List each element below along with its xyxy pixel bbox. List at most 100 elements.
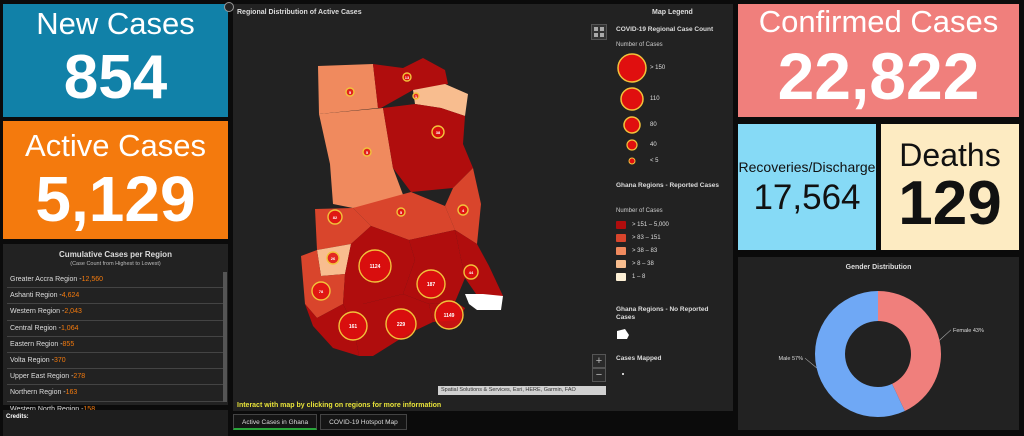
case-bubble[interactable] bbox=[385, 308, 417, 340]
legend-reported-label: > 83 – 151 bbox=[632, 234, 661, 241]
donut-slice-male[interactable] bbox=[815, 291, 905, 417]
zoom-out-button[interactable]: − bbox=[592, 368, 606, 382]
region-row[interactable]: Western Region - 2,043 bbox=[7, 304, 223, 321]
case-bubble[interactable] bbox=[412, 92, 420, 100]
region-count: 158 bbox=[83, 406, 95, 413]
active-cases-tile: Active Cases 5,129 bbox=[3, 121, 228, 239]
confirmed-cases-label: Confirmed Cases bbox=[758, 4, 999, 39]
legend-mapped-marker bbox=[622, 373, 624, 375]
legend-bubble-80 bbox=[623, 116, 641, 134]
region-name: Ashanti Region - bbox=[10, 292, 62, 300]
map-panel[interactable] bbox=[233, 4, 733, 411]
legend-count-item: > 150 bbox=[650, 65, 666, 71]
tab-active-cases[interactable]: Active Cases in Ghana bbox=[233, 414, 318, 430]
case-bubble[interactable] bbox=[416, 269, 446, 299]
zoom-in-button[interactable]: + bbox=[592, 354, 606, 368]
donut-leader-line bbox=[939, 329, 952, 341]
region-list: Greater Accra Region - 12,560 Ashanti Reg… bbox=[7, 272, 223, 418]
donut-slice-female[interactable] bbox=[878, 291, 941, 412]
legend-reported-swatch bbox=[616, 259, 626, 268]
legend-count-item: < 5 bbox=[650, 158, 659, 164]
map-region-savannah[interactable] bbox=[319, 108, 405, 208]
region-list-scrollbar[interactable] bbox=[223, 272, 227, 402]
region-row[interactable]: Central Region - 1,064 bbox=[7, 321, 223, 337]
case-bubble[interactable] bbox=[431, 125, 445, 139]
case-bubble[interactable] bbox=[338, 311, 368, 341]
legend-count-item: 110 bbox=[650, 96, 660, 102]
region-row[interactable]: Volta Region - 370 bbox=[7, 353, 223, 370]
region-row[interactable]: Greater Accra Region - 12,560 bbox=[7, 272, 223, 289]
case-bubble[interactable] bbox=[345, 87, 355, 97]
settings-gear-icon[interactable] bbox=[224, 2, 234, 12]
legend-reported-sub: Number of Cases bbox=[616, 208, 663, 214]
region-count: 4,624 bbox=[61, 292, 80, 300]
case-bubble-label: 13 bbox=[405, 75, 410, 80]
case-bubble[interactable] bbox=[434, 300, 464, 330]
case-bubble[interactable] bbox=[358, 249, 392, 283]
legend-count-heading: COVID-19 Regional Case Count bbox=[616, 26, 714, 33]
region-name: Northern Region - bbox=[10, 389, 66, 397]
case-bubble[interactable] bbox=[396, 207, 406, 217]
map-region-northern[interactable] bbox=[383, 104, 473, 192]
legend-reported-list: > 151 – 5,000 > 83 – 151 > 38 – 83 > 8 – 38… bbox=[616, 218, 726, 283]
legend-reported-heading: Ghana Regions - Reported Cases bbox=[616, 182, 719, 189]
map-region-volta[interactable] bbox=[455, 230, 503, 304]
deaths-value: 129 bbox=[898, 169, 1002, 238]
legend-reported-item: > 8 – 38 bbox=[616, 257, 726, 270]
map-region-north-east[interactable] bbox=[413, 84, 468, 116]
legend-reported-item: > 151 – 5,000 bbox=[616, 218, 726, 231]
active-cases-label: Active Cases bbox=[25, 127, 206, 163]
case-bubble-label: 161 bbox=[349, 324, 358, 330]
cumulative-cases-panel: Cumulative Cases per Region (Case Count … bbox=[3, 244, 228, 418]
case-bubble[interactable] bbox=[327, 209, 343, 225]
ghana-map[interactable]: 1124 187 229 161 1149 78 26 82 44 38 5 13 4 5 5 1 bbox=[233, 4, 733, 411]
legend-reported-label: > 151 – 5,000 bbox=[632, 221, 669, 228]
legend-count-item: 40 bbox=[650, 142, 657, 148]
legend-bubble-150 bbox=[617, 53, 647, 83]
region-row[interactable]: Upper East Region - 278 bbox=[7, 369, 223, 386]
map-interaction-hint: Interact with map by clicking on regions… bbox=[237, 402, 442, 409]
region-row[interactable]: Northern Region - 163 bbox=[7, 385, 223, 402]
map-region-upper-east[interactable] bbox=[373, 58, 448, 108]
case-bubble-label: 187 bbox=[427, 282, 436, 288]
region-panel-subtitle: (Case Count from Highest to Lowest) bbox=[70, 261, 161, 267]
region-row[interactable]: Ashanti Region - 4,624 bbox=[7, 288, 223, 305]
gender-donut-chart: Female 43% Male 57% bbox=[779, 291, 984, 417]
legend-no-reported-swatch bbox=[617, 329, 629, 339]
case-bubble-label: 82 bbox=[333, 215, 338, 220]
recoveries-value: 17,564 bbox=[753, 177, 861, 217]
region-count: 1,064 bbox=[60, 324, 79, 332]
region-name: Eastern Region - bbox=[10, 340, 63, 348]
legend-reported-item: 1 – 8 bbox=[616, 270, 726, 283]
case-bubble[interactable] bbox=[457, 204, 469, 216]
map-attribution: Spatial Solutions & Services, Esri, HERE… bbox=[438, 386, 606, 395]
map-title: Regional Distribution of Active Cases bbox=[237, 9, 362, 16]
map-region-bono-east[interactable] bbox=[353, 192, 455, 240]
confirmed-cases-tile: Confirmed Cases 22,822 bbox=[738, 4, 1019, 117]
basemap-grid-icon[interactable] bbox=[591, 24, 607, 40]
case-bubble[interactable] bbox=[326, 251, 340, 265]
deaths-tile: Deaths 129 bbox=[881, 124, 1019, 250]
legend-title: Map Legend bbox=[652, 9, 693, 16]
confirmed-cases-value: 22,822 bbox=[777, 39, 980, 113]
map-region-no-cases[interactable] bbox=[465, 294, 503, 310]
legend-reported-swatch bbox=[616, 246, 626, 255]
region-row[interactable]: Eastern Region - 855 bbox=[7, 337, 223, 353]
case-bubble[interactable] bbox=[402, 72, 412, 82]
legend-reported-swatch bbox=[616, 233, 626, 242]
region-count: 12,560 bbox=[81, 276, 104, 284]
legend-reported-label: > 8 – 38 bbox=[632, 260, 654, 267]
legend-reported-label: 1 – 8 bbox=[632, 273, 646, 280]
region-count: 278 bbox=[73, 373, 86, 381]
region-panel-title: Cumulative Cases per Region bbox=[59, 250, 172, 259]
credits-label: Credits: bbox=[6, 414, 29, 420]
case-bubble[interactable] bbox=[463, 264, 479, 280]
legend-reported-label: > 38 – 83 bbox=[632, 247, 658, 254]
tab-hotspot-map[interactable]: COVID-19 Hotspot Map bbox=[320, 414, 407, 430]
case-bubble[interactable] bbox=[311, 281, 331, 301]
region-name: Western Region - bbox=[10, 308, 65, 316]
deaths-label: Deaths bbox=[899, 137, 1001, 173]
case-bubble-label: 78 bbox=[319, 289, 324, 294]
case-bubble[interactable] bbox=[362, 147, 372, 157]
region-name: Upper East Region - bbox=[10, 373, 74, 381]
